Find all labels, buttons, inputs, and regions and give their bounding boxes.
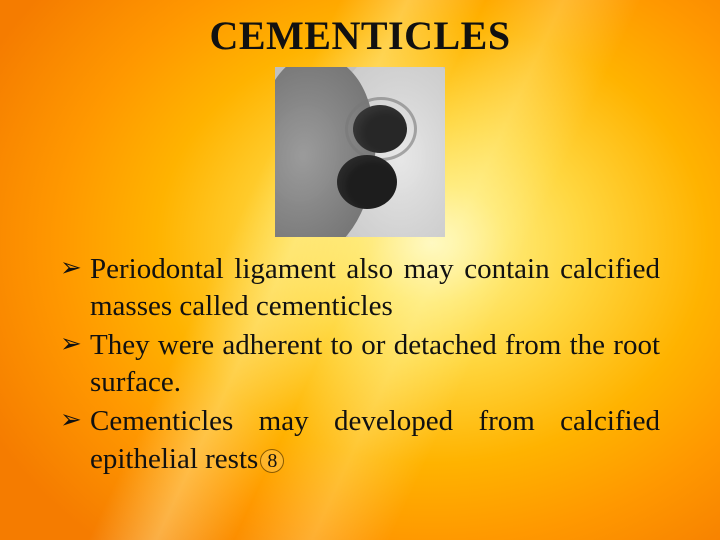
bullet-text: Periodontal ligament also may contain ca… xyxy=(90,253,660,322)
bullet-text: Cementicles may developed from calcified… xyxy=(90,405,660,474)
bullet-item: Cementicles may developed from calcified… xyxy=(60,403,660,477)
bullet-item: They were adherent to or detached from t… xyxy=(60,327,660,401)
bullet-text: They were adherent to or detached from t… xyxy=(90,329,660,398)
bullet-list: Periodontal ligament also may contain ca… xyxy=(60,251,660,478)
reference-number-badge: 8 xyxy=(260,449,284,473)
bullet-item: Periodontal ligament also may contain ca… xyxy=(60,251,660,325)
slide-title: CEMENTICLES xyxy=(60,12,660,59)
histology-image xyxy=(275,67,445,237)
slide: CEMENTICLES Periodontal ligament also ma… xyxy=(0,0,720,540)
